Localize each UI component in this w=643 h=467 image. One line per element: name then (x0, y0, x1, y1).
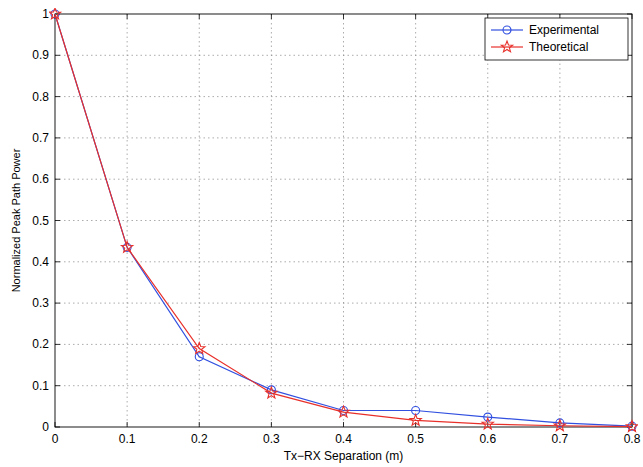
chart-svg: 0 0.1 0.2 0.3 0.4 0.5 0.6 0.7 0.8 0 0.1 0.2 0.3 0.4 0.… (0, 0, 643, 467)
point-marker (266, 387, 277, 398)
y-tick-label: 0.9 (32, 48, 49, 62)
x-tick-label: 0.4 (335, 432, 352, 446)
x-tick-label: 0.8 (624, 432, 641, 446)
point-marker (49, 8, 60, 19)
x-tick (271, 422, 272, 427)
y-tick-label: 0.2 (32, 337, 49, 351)
y-tick-label: 0.6 (32, 172, 49, 186)
y-tick (55, 179, 60, 180)
series (49, 8, 637, 431)
y-tick (55, 344, 60, 345)
y-grid-line (55, 303, 632, 304)
plot-frame (55, 14, 632, 427)
y-tick-label: 0.3 (32, 296, 49, 310)
point-marker (482, 418, 493, 429)
legend-label: Theoretical (529, 40, 588, 54)
y-tick-right (627, 261, 632, 262)
y-tick-right (627, 137, 632, 138)
y-tick-label: 0 (42, 420, 49, 434)
y-tick (55, 137, 60, 138)
chart-container: 0 0.1 0.2 0.3 0.4 0.5 0.6 0.7 0.8 0 0.1 0.2 0.3 0.4 0.… (0, 0, 643, 467)
legend-label: Experimental (529, 23, 599, 37)
legend: Experimental Theoretical (485, 18, 628, 60)
y-tick (55, 220, 60, 221)
y-tick-right (627, 96, 632, 97)
x-tick-top (415, 14, 416, 19)
y-grid-line (55, 261, 632, 262)
y-tick-label: 0.4 (32, 255, 49, 269)
series-line (55, 14, 632, 427)
point-marker (410, 414, 421, 425)
x-tick-top (127, 14, 128, 19)
background (0, 0, 643, 467)
x-axis-label: Tx−RX Separation (m) (284, 449, 404, 463)
x-tick-label: 0.2 (191, 432, 208, 446)
y-grid-line (55, 344, 632, 345)
x-tick-label: 0.5 (407, 432, 424, 446)
y-tick-label: 0.8 (32, 90, 49, 104)
y-tick-right (627, 344, 632, 345)
legend-box (485, 18, 628, 60)
plot-area (49, 8, 637, 431)
x-tick (343, 422, 344, 427)
y-grid-line (55, 385, 632, 386)
y-grid-line (55, 137, 632, 138)
point-marker (626, 421, 637, 432)
y-tick (55, 96, 60, 97)
x-tick-label: 0.7 (552, 432, 569, 446)
y-tick-right (627, 385, 632, 386)
x-tick-label: 0.3 (263, 432, 280, 446)
point-marker (338, 406, 349, 417)
x-tick-top (343, 14, 344, 19)
y-axis-label: Normalized Peak Path Power (10, 148, 22, 292)
y-grid-line (55, 179, 632, 180)
x-tick-label: 0.1 (119, 432, 136, 446)
y-tick-right (627, 179, 632, 180)
legend-line (491, 46, 523, 47)
legend-line (491, 29, 523, 30)
y-tick-label: 0.5 (32, 214, 49, 228)
x-tick-label: 0 (52, 432, 59, 446)
point-marker (554, 420, 565, 431)
y-tick (55, 303, 60, 304)
x-tick-top (199, 14, 200, 19)
y-tick-label: 1 (42, 7, 49, 21)
y-tick (55, 261, 60, 262)
y-tick-label: 0.1 (32, 379, 49, 393)
legend-marker (503, 26, 511, 34)
series (51, 10, 636, 430)
x-tick (127, 422, 128, 427)
point-marker (195, 353, 203, 361)
y-tick-label: 0.7 (32, 131, 49, 145)
point-marker (194, 343, 205, 354)
y-tick (55, 55, 60, 56)
point-marker (121, 241, 132, 252)
x-tick (199, 422, 200, 427)
y-grid-line (55, 96, 632, 97)
legend-marker (501, 41, 512, 52)
x-tick-top (271, 14, 272, 19)
series-line (55, 14, 632, 426)
x-tick-label: 0.6 (479, 432, 496, 446)
y-grid-line (55, 220, 632, 221)
y-tick-right (627, 220, 632, 221)
y-tick-right (627, 303, 632, 304)
y-tick (55, 385, 60, 386)
grid (55, 14, 632, 427)
